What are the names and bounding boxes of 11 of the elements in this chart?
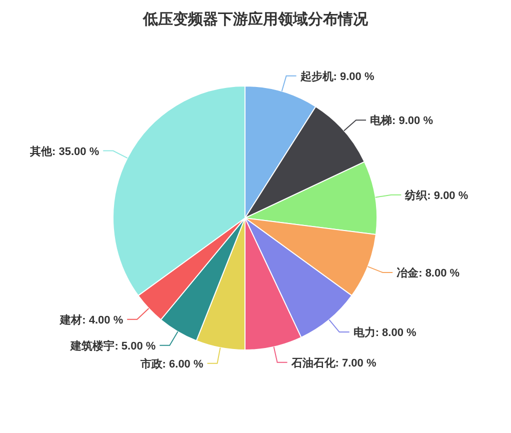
slice-label: 起步机: 9.00 %	[299, 70, 374, 83]
chart-title: 低压变频器下游应用领域分布情况	[142, 10, 369, 28]
slice-label: 冶金: 8.00 %	[396, 266, 460, 280]
slice-label: 石油石化: 7.00 %	[290, 356, 376, 370]
slice-label: 电梯: 9.00 %	[370, 114, 434, 128]
slice-label: 建材: 4.00 %	[59, 313, 124, 326]
slice-label: 纺织: 9.00 %	[404, 188, 468, 202]
slice-label: 其他: 35.00 %	[29, 144, 100, 158]
slice-label: 市政: 6.00 %	[139, 357, 204, 370]
slice-label: 电力: 8.00 %	[353, 326, 417, 340]
slice-label: 建筑楼宇: 5.00 %	[70, 339, 156, 352]
